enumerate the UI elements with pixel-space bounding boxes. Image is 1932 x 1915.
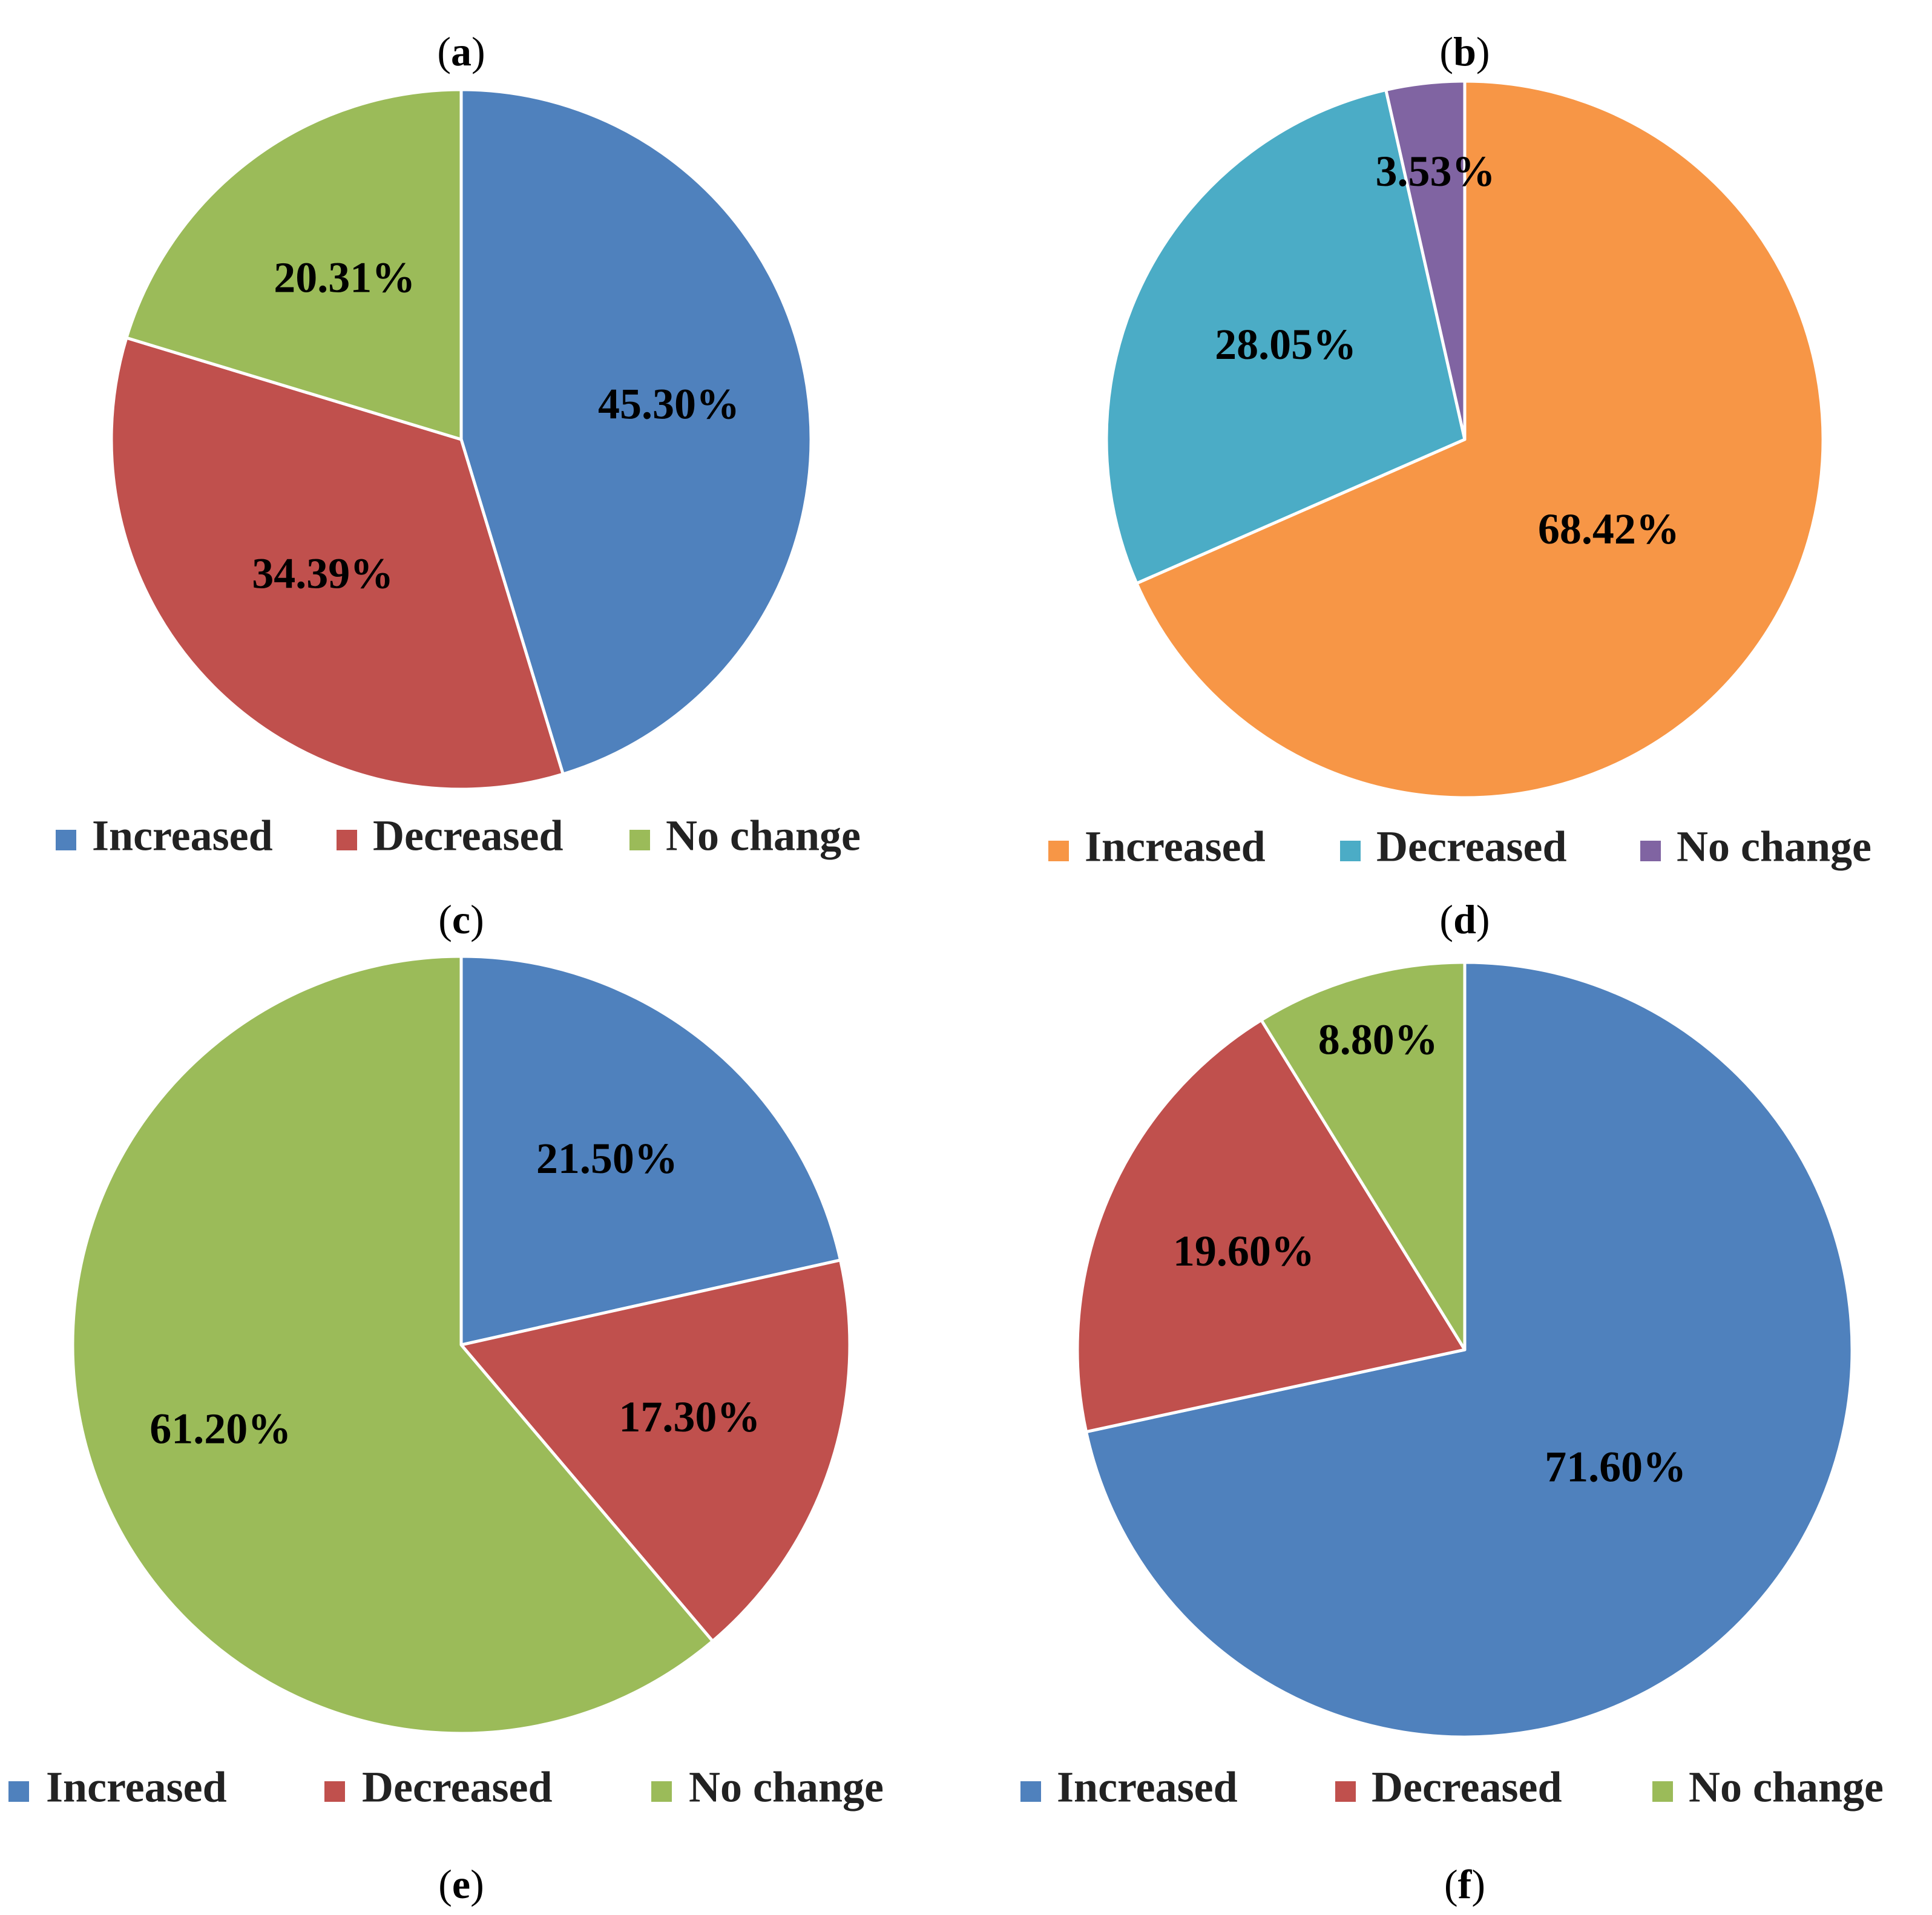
legend-label: Increased [1057,1763,1238,1812]
legend-label: Increased [1085,823,1266,871]
legend-swatch [651,1781,672,1802]
panel-label-c: (c) [438,896,484,942]
legend-label: No change [1677,823,1871,871]
pie-slice-decreased [1105,88,1467,585]
data-label: 17.30% [619,1393,760,1441]
data-label: 8.80% [1318,1016,1438,1064]
pie-chart-b: 68.42% 28.05% 3.53% [1105,79,1825,800]
legend-label: Decreased [373,812,564,860]
panel-label-bottom: (e) [438,1861,484,1907]
pie-slice-decreased [110,336,565,791]
legend-swatch [1652,1781,1673,1802]
data-label: 21.50% [536,1134,678,1183]
pie-slice-decreased [459,1258,852,1643]
pie-chart-d: 71.60% 19.60% 8.80% [1076,961,1854,1739]
legend-swatch [1640,841,1661,861]
data-label: 20.31% [274,254,415,302]
data-label: 3.53% [1376,147,1496,195]
legend-label: Increased [46,1763,227,1812]
legend-label: No change [689,1763,884,1812]
panel-label-a: (a) [437,28,485,74]
legend-swatch [337,830,357,850]
pie-chart-a: 45.30% 34.39% 20.31% [110,88,813,791]
legend-label: No change [666,812,861,860]
legend-swatch [1048,841,1069,861]
data-label: 19.60% [1173,1227,1315,1275]
data-label: 34.39% [252,549,393,597]
pie-chart-c: 21.50% 17.30% 61.20% [71,954,852,1735]
data-label: 45.30% [598,379,740,428]
legend-swatch [1335,1781,1356,1802]
panel-label-bottom: (f) [1444,1861,1485,1907]
data-label: 61.20% [150,1405,291,1453]
data-label: 68.42% [1538,505,1680,553]
pie-slice-increased [1085,961,1854,1739]
data-label: 71.60% [1545,1442,1686,1491]
pie-slice-increased [459,954,843,1347]
legend-label: Decreased [1372,1763,1562,1812]
legend-swatch [629,830,650,850]
legend-swatch [1340,841,1361,861]
legend-label: Decreased [362,1763,553,1812]
legend-label: No change [1689,1763,1884,1812]
pie-slice-no-change [71,954,714,1735]
legend: Increased Decreased No change [56,812,861,860]
legend: Increased Decreased No change [8,1763,884,1812]
legend-label: Decreased [1376,823,1567,871]
legend: Increased Decreased No change [1048,823,1871,871]
legend-swatch [8,1781,29,1802]
panel-label-d: (d) [1439,896,1490,942]
pie-slice-no-change [1260,961,1467,1352]
data-label: 28.05% [1215,320,1356,369]
pie-slice-increased [1135,79,1825,800]
panel-label-b: (b) [1439,28,1490,74]
pie-slice-no-change [125,88,463,441]
pie-slice-increased [459,88,813,776]
legend-label: Increased [92,812,273,860]
legend-swatch [1020,1781,1041,1802]
pie-slice-no-change [1384,79,1467,441]
pie-slice-decreased [1076,1018,1467,1434]
legend-swatch [324,1781,345,1802]
legend: Increased Decreased No change [1020,1763,1884,1812]
legend-swatch [56,830,76,850]
